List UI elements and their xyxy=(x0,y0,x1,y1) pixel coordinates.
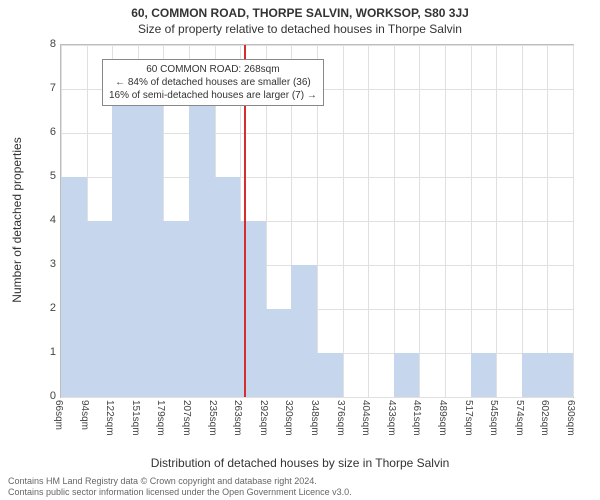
annotation-line: ← 84% of detached houses are smaller (36… xyxy=(109,76,317,89)
xtick-label: 630sqm xyxy=(565,400,576,436)
xtick-label: 122sqm xyxy=(104,400,115,436)
xtick-label: 433sqm xyxy=(386,400,397,436)
xtick-label: 292sqm xyxy=(258,400,269,436)
gridline-v xyxy=(547,45,548,397)
chart-container: 60, COMMON ROAD, THORPE SALVIN, WORKSOP,… xyxy=(0,0,600,500)
xtick-label: 151sqm xyxy=(130,400,141,436)
xtick-label: 574sqm xyxy=(514,400,525,436)
xtick-label: 320sqm xyxy=(283,400,294,436)
ytick-label: 7 xyxy=(26,82,56,94)
ytick-label: 2 xyxy=(26,302,56,314)
histogram-bar xyxy=(266,309,292,397)
gridline-v xyxy=(445,45,446,397)
annotation-box: 60 COMMON ROAD: 268sqm← 84% of detached … xyxy=(102,59,324,106)
y-axis-label: Number of detached properties xyxy=(10,137,24,302)
footer-attribution: Contains HM Land Registry data © Crown c… xyxy=(8,476,352,498)
xtick-label: 461sqm xyxy=(411,400,422,436)
histogram-bar xyxy=(522,353,548,397)
plot-area: 60 COMMON ROAD: 268sqm← 84% of detached … xyxy=(60,44,574,398)
xtick-label: 207sqm xyxy=(181,400,192,436)
xtick-label: 263sqm xyxy=(232,400,243,436)
xtick-label: 545sqm xyxy=(488,400,499,436)
histogram-bar xyxy=(394,353,420,397)
ytick-label: 4 xyxy=(26,214,56,226)
chart-title: Size of property relative to detached ho… xyxy=(0,22,600,36)
ytick-label: 6 xyxy=(26,126,56,138)
xtick-label: 489sqm xyxy=(437,400,448,436)
ytick-label: 1 xyxy=(26,346,56,358)
xtick-label: 66sqm xyxy=(53,400,64,430)
xtick-label: 517sqm xyxy=(463,400,474,436)
histogram-bar xyxy=(87,221,113,397)
gridline-v xyxy=(343,45,344,397)
chart-supertitle: 60, COMMON ROAD, THORPE SALVIN, WORKSOP,… xyxy=(0,6,600,20)
gridline-h xyxy=(61,397,573,398)
ytick-label: 5 xyxy=(26,170,56,182)
gridline-v xyxy=(496,45,497,397)
xtick-label: 404sqm xyxy=(360,400,371,436)
ytick-label: 8 xyxy=(26,38,56,50)
ytick-label: 3 xyxy=(26,258,56,270)
histogram-bar xyxy=(471,353,497,397)
footer-line-2: Contains public sector information licen… xyxy=(8,487,352,498)
ytick-label: 0 xyxy=(26,390,56,402)
gridline-v xyxy=(573,45,574,397)
histogram-bar xyxy=(547,353,573,397)
histogram-bar xyxy=(291,265,317,397)
annotation-line: 60 COMMON ROAD: 268sqm xyxy=(109,63,317,76)
gridline-v xyxy=(368,45,369,397)
xtick-label: 235sqm xyxy=(207,400,218,436)
histogram-bar xyxy=(317,353,343,397)
histogram-bar xyxy=(112,89,138,397)
gridline-v xyxy=(394,45,395,397)
footer-line-1: Contains HM Land Registry data © Crown c… xyxy=(8,476,352,487)
x-axis-label: Distribution of detached houses by size … xyxy=(0,456,600,470)
annotation-line: 16% of semi-detached houses are larger (… xyxy=(109,89,317,102)
xtick-label: 376sqm xyxy=(335,400,346,436)
gridline-v xyxy=(471,45,472,397)
gridline-v xyxy=(419,45,420,397)
xtick-label: 602sqm xyxy=(539,400,550,436)
histogram-bar xyxy=(138,89,164,397)
gridline-v xyxy=(522,45,523,397)
histogram-bar xyxy=(215,177,241,397)
xtick-label: 348sqm xyxy=(309,400,320,436)
histogram-bar xyxy=(163,221,189,397)
histogram-bar xyxy=(61,177,87,397)
histogram-bar xyxy=(189,89,215,397)
xtick-label: 179sqm xyxy=(155,400,166,436)
xtick-label: 94sqm xyxy=(79,400,90,430)
